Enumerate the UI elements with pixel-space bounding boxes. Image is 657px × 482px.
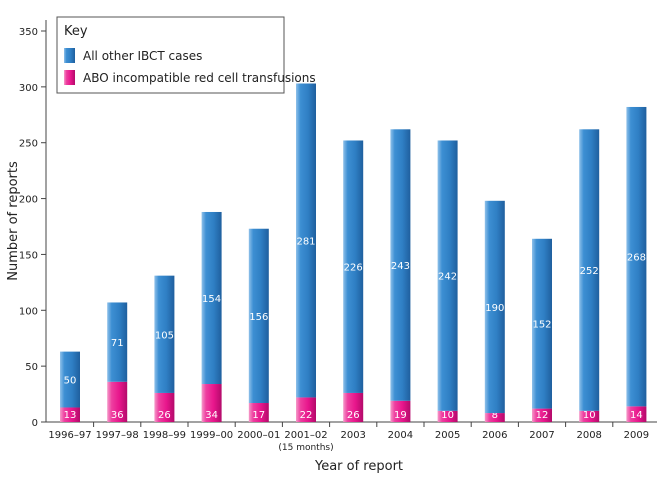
y-tick-label: 150 — [19, 250, 38, 261]
data-label-other-ibct: 156 — [249, 312, 268, 323]
data-label-other-ibct: 226 — [344, 263, 363, 274]
y-tick-label: 350 — [19, 27, 38, 38]
x-axis-title: Year of report — [314, 459, 403, 474]
bar-segment-abo — [484, 413, 505, 422]
bar-segment-abo — [579, 410, 600, 422]
legend-label-abo: ABO incompatible red cell transfusions — [83, 71, 316, 85]
bar-segment-abo — [532, 408, 552, 422]
bar-segment-abo — [626, 406, 647, 422]
bar-segment-other-ibct — [296, 83, 316, 398]
bar-segment-other-ibct — [154, 275, 175, 393]
data-label-other-ibct: 71 — [111, 338, 124, 349]
bar-segment-abo — [154, 392, 175, 422]
bar-segment-other-ibct — [532, 238, 552, 409]
x-tick-label: 2007 — [529, 430, 554, 441]
bar-segment-other-ibct — [201, 211, 222, 385]
data-label-abo: 26 — [158, 410, 171, 421]
legend-swatch-abo — [64, 70, 75, 85]
data-label-other-ibct: 268 — [627, 253, 646, 264]
data-label-abo: 10 — [441, 410, 454, 421]
x-tick-label: 2004 — [388, 430, 413, 441]
y-tick-label: 300 — [19, 83, 38, 94]
data-label-abo: 22 — [300, 410, 313, 421]
bar-segment-other-ibct — [390, 129, 411, 401]
legend-label-other-ibct: All other IBCT cases — [83, 49, 202, 63]
x-tick-label: 1996–97 — [48, 430, 91, 441]
bar-segment-abo — [248, 403, 269, 422]
bar-segment-abo — [343, 392, 364, 422]
bar-segment-other-ibct — [107, 302, 128, 382]
x-tick-label: 1999–00 — [190, 430, 233, 441]
x-tick-note: (15 months) — [278, 443, 333, 453]
y-tick-label: 100 — [19, 306, 38, 317]
data-label-abo: 10 — [583, 410, 596, 421]
bar-segment-abo — [107, 381, 128, 422]
legend: Key All other IBCT cases ABO incompatibl… — [56, 16, 316, 94]
x-tick-label: 2009 — [624, 430, 649, 441]
bar-segment-other-ibct — [248, 228, 269, 404]
y-tick-label: 50 — [25, 362, 38, 373]
y-axis-title: Number of reports — [6, 161, 21, 281]
bar-segment-abo — [201, 384, 222, 422]
bar-segment-abo — [437, 410, 458, 422]
x-tick-label: 2003 — [340, 430, 365, 441]
x-tick-label: 2000–01 — [237, 430, 280, 441]
data-label-abo: 19 — [394, 410, 407, 421]
data-label-abo: 12 — [536, 410, 549, 421]
data-label-other-ibct: 252 — [580, 266, 599, 277]
data-label-other-ibct: 105 — [155, 330, 174, 341]
bar-segment-abo — [296, 397, 316, 422]
data-label-other-ibct: 190 — [485, 303, 504, 314]
data-label-abo: 34 — [205, 410, 218, 421]
x-tick-label: 1998–99 — [143, 430, 186, 441]
data-label-abo: 36 — [111, 410, 124, 421]
data-label-abo: 14 — [630, 410, 643, 421]
data-label-other-ibct: 281 — [296, 236, 315, 247]
bar-segment-other-ibct — [437, 140, 458, 411]
bar-segment-other-ibct — [60, 351, 80, 408]
bar-segment-other-ibct — [579, 129, 600, 411]
bar-segment-other-ibct — [343, 140, 364, 393]
bar-segment-other-ibct — [484, 200, 505, 414]
data-label-other-ibct: 242 — [438, 272, 457, 283]
data-label-abo: 13 — [64, 410, 77, 421]
y-tick-label: 250 — [19, 139, 38, 150]
x-tick-label: 2005 — [435, 430, 460, 441]
data-label-abo: 26 — [347, 410, 360, 421]
bar-segment-abo — [390, 400, 411, 422]
data-label-abo: 8 — [492, 410, 498, 421]
data-label-other-ibct: 152 — [532, 320, 551, 331]
legend-box — [56, 16, 285, 94]
data-label-other-ibct: 243 — [391, 261, 410, 272]
bar-segment-other-ibct — [626, 106, 647, 407]
y-tick-label: 0 — [32, 418, 38, 429]
data-label-other-ibct: 154 — [202, 294, 221, 305]
legend-swatch-other-ibct — [64, 48, 75, 63]
legend-title: Key — [64, 24, 88, 39]
bar-segment-abo — [60, 407, 80, 422]
data-label-abo: 17 — [252, 410, 265, 421]
x-tick-label: 2006 — [482, 430, 507, 441]
x-tick-label: 2001–02 — [284, 430, 327, 441]
data-label-other-ibct: 50 — [64, 376, 77, 387]
x-tick-label: 1997–98 — [96, 430, 139, 441]
y-tick-label: 200 — [19, 195, 38, 206]
x-tick-label: 2008 — [576, 430, 601, 441]
